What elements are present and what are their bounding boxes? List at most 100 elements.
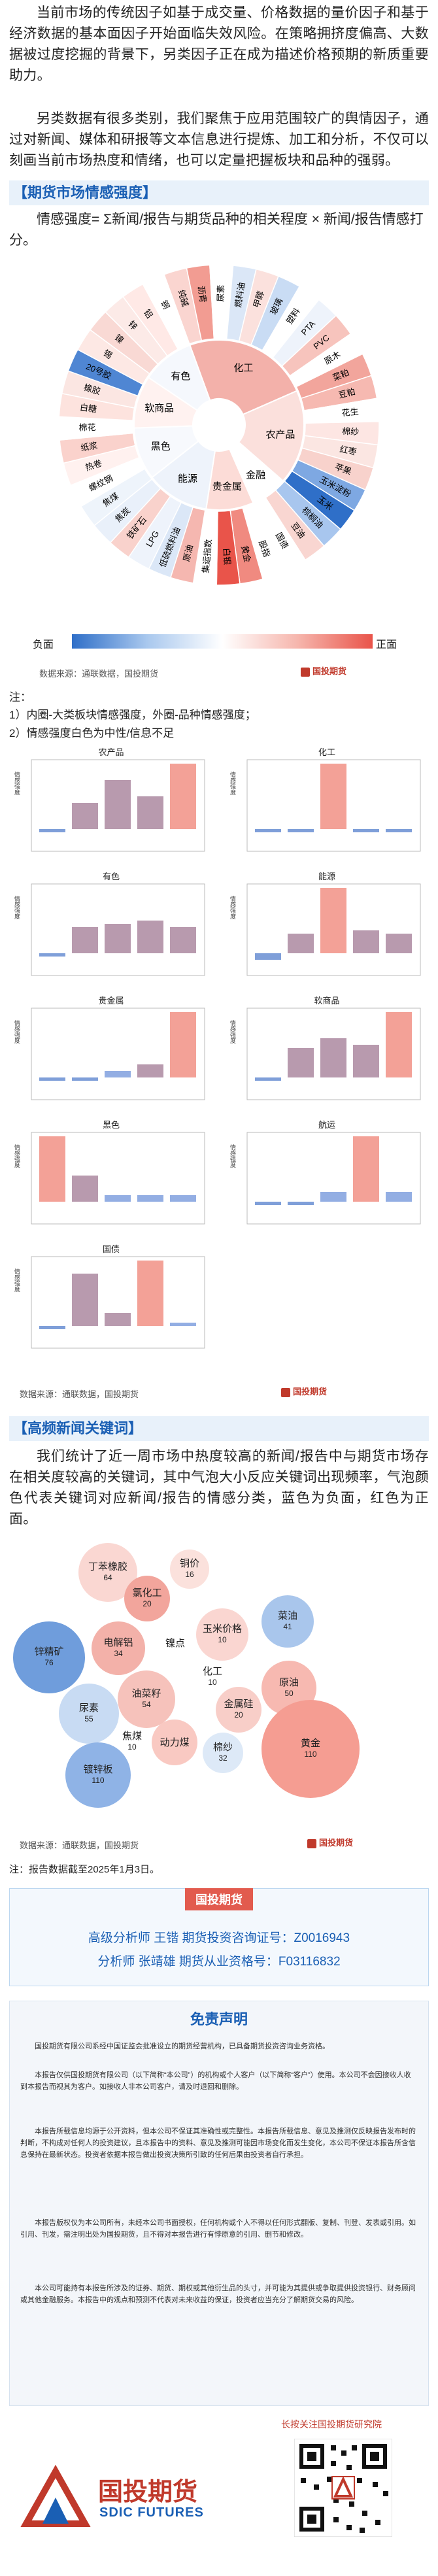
mini-bar [255,1077,281,1081]
mini-chart-svg [31,1256,205,1349]
disclaimer-p4: 本报告版权仅为本公司所有，未经本公司书面授权，任何机构或个人不得以任何形式翻版、… [20,2219,416,2239]
outer-slice-label: 沥青 [196,285,208,303]
mini-bar [72,1274,98,1326]
bubble-label: 镀锌板 [83,1764,113,1775]
brand-icon [281,1387,290,1397]
bubble-label: 化工 [202,1666,222,1677]
inner-slice [237,390,305,482]
bubble-value: 34 [114,1649,123,1658]
brand-name-cn: 国投期货 [98,2479,198,2506]
keyword-bubble: 镍点 [157,1625,194,1661]
qr-code-icon[interactable] [294,2439,392,2537]
bubble-label: 氯化工 [132,1587,162,1599]
section-title-keywords: 【高频新闻关键词】 [9,1416,429,1441]
bubble-label: 锌精矿 [34,1646,64,1657]
mini-chart-5: 软商品 情感强度 [229,994,425,1105]
mini-chart-title: 贵金属 [98,996,124,1006]
outer-slice-label: 豆粕 [337,386,356,400]
mini-bar [320,888,346,953]
bubble-value: 110 [304,1750,317,1759]
mini-chart-svg [246,759,421,852]
note-1: 1）内圈-大类板块情感强度，外圈-品种情感强度； [9,709,256,721]
mini-bar [320,1192,346,1202]
outer-slice-label: 甲醇 [251,290,265,309]
mini-chart-6: 黑色 情感强度 [13,1118,209,1229]
sdic-logo-icon [20,2465,91,2527]
mini-bar [137,1195,163,1202]
mini-bar [170,1012,196,1077]
brand-logo-small-2: 国投期货 [281,1385,327,1397]
mini-bar [170,1323,196,1326]
mini-chart-ylabel: 情感强度 [14,771,20,795]
keyword-bubble: 金属硅 20 [216,1687,261,1733]
bubble-value: 20 [234,1710,243,1720]
bubble-label: 动力煤 [160,1737,190,1748]
mini-bar [353,930,379,953]
mini-bar [386,1012,412,1077]
disclaimer-p1: 国投期货有限公司系经中国证监会批准设立的期货经营机构，已具备期货投资咨询业务资格… [35,2042,329,2050]
note-head: 注： [9,691,31,703]
mini-bar [105,1313,131,1326]
mini-chart-svg [246,883,421,976]
inner-slice-label: 化工 [233,363,253,374]
inner-slice-label: 能源 [178,473,197,484]
mini-chart-title: 航运 [318,1120,335,1130]
outer-slice-label: 铜 [159,299,171,311]
mini-bar [39,829,65,832]
keyword-bubble: 电解铝 34 [92,1621,145,1675]
outer-slice-label: 燃料油 [233,282,246,309]
mini-chart-8: 国债 情感强度 [13,1242,209,1353]
disclaimer-p2: 本报告仅供国投期货有限公司（以下简称“本公司”）的机构或个人客户（以下简称“客户… [20,2071,411,2091]
outer-slice-label: 集运指数 [201,539,214,573]
outer-slice-label: 花生 [341,407,359,418]
inner-slice [147,344,211,412]
bubble-label: 焦煤 [122,1731,142,1742]
inner-slice-label: 软商品 [144,403,174,414]
keyword-bubble: 镀锌板 110 [65,1742,131,1808]
mini-source: 数据来源：通联数据，国投期货 [20,1389,139,1399]
bubble-label: 电解铝 [103,1637,133,1648]
mini-chart-svg [31,759,205,852]
mini-bar [255,1202,281,1205]
intro-paragraph-2: 另类数据有很多类别，我们聚焦于应用范围较广的舆情因子，通过对新闻、媒体和研报等文… [9,111,429,168]
outer-slice-label: 白银 [222,548,232,566]
bubble-label: 原油 [278,1677,299,1688]
bubble-label: 尿素 [78,1703,99,1714]
sunburst-source: 数据来源：通联数据，国投期货 [39,669,159,679]
mini-bar [105,1071,131,1077]
bubble-value: 10 [127,1742,137,1752]
keyword-bubble: 动力煤 [152,1720,197,1765]
bubble-value: 76 [44,1658,54,1667]
brand-logo-small-3: 国投期货 [307,1836,353,1848]
outer-slice-label: 红枣 [339,444,357,457]
bubble-label: 油菜籽 [131,1688,161,1699]
analyst-line-2: 分析师 张靖雄 期货从业资格号：F03116832 [97,1955,341,1969]
outer-slice-label: 棉纱 [342,426,360,437]
mini-chart-frame [31,883,205,976]
mini-bar [386,829,412,832]
outer-slice-label: 黄金 [239,545,252,564]
legend-gradient-bar [72,634,373,649]
mini-bar [170,764,196,829]
legend-pos-label: 正面 [376,639,397,651]
mini-chart-ylabel: 情感强度 [229,771,236,795]
mini-chart-svg [246,1132,421,1225]
bubble-label: 棉纱 [212,1742,233,1753]
bubble-label: 镍点 [165,1637,185,1649]
mini-chart-title: 国债 [102,1244,120,1254]
bubble-label: 铜价 [179,1558,199,1569]
outer-slice-label: 尿素 [216,284,226,301]
keyword-bubble-chart: 丁苯橡胶 64 铜价 16 氯化工 20 锌精矿 76 电解铝 34 镍点 玉米价格 10 菜油 41 化工 1… [0,1523,438,1831]
mini-bar [255,953,281,960]
keyword-bubble: 化工 10 [196,1661,229,1693]
mini-chart-svg [31,1008,205,1100]
outer-slice-label: 纸浆 [80,441,98,453]
analyst-header: 国投期货 [185,1888,253,1910]
bubble-value: 32 [218,1754,227,1763]
keyword-bubble: 棉纱 32 [203,1733,243,1773]
footer: 长按关注国投期货研究院 国投期货 SDIC FUTURES [0,2413,438,2576]
mini-chart-title: 软商品 [314,996,340,1006]
mini-chart-frame [31,1132,205,1225]
inner-slice-label: 贵金属 [212,481,242,492]
